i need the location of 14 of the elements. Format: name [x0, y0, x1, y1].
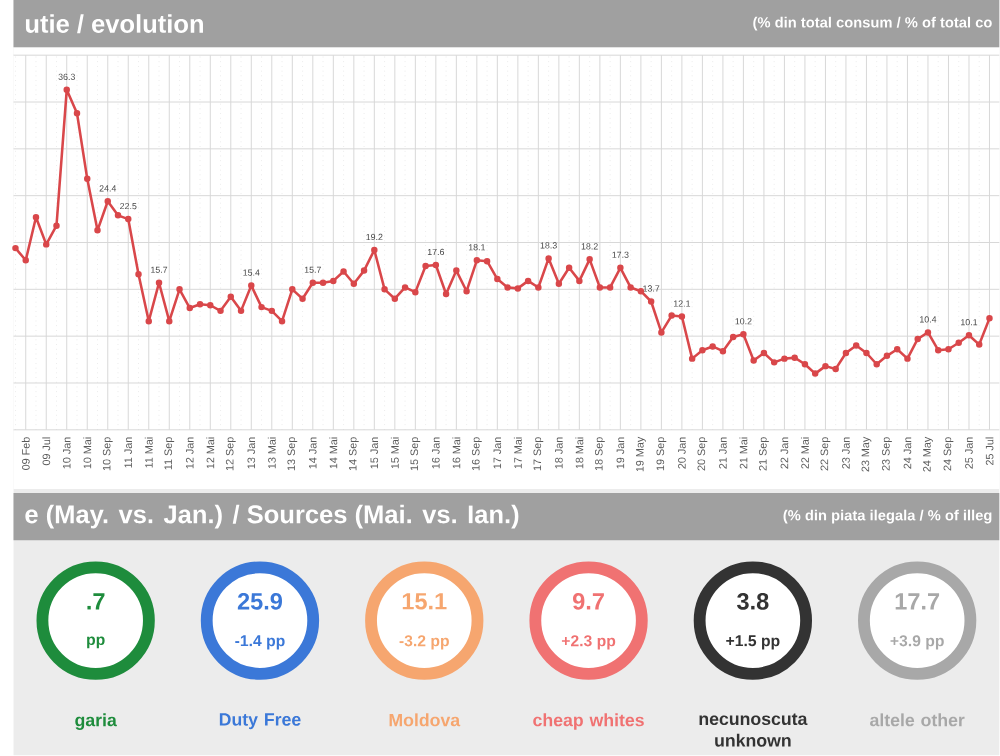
- category-label: necunoscuta unknown: [699, 713, 808, 748]
- text: e (May. vs. Jan.) / Sources (Mai. vs. Ian.): [25, 505, 519, 529]
- chart-title: utie / evolution: [25, 14, 203, 34]
- category-label: garia: [75, 713, 117, 731]
- text: 9.7: [573, 593, 604, 611]
- text: 17.7: [895, 593, 940, 610]
- text: 3.8: [737, 593, 769, 611]
- text: 25.9: [237, 593, 283, 611]
- category-label: cheap whites: [533, 713, 644, 731]
- text: 15.1: [402, 593, 447, 610]
- category-label: Moldova: [389, 713, 461, 727]
- text: .7: [87, 593, 105, 610]
- category-label: Duty Free: [219, 713, 301, 730]
- category-label: altele other: [870, 713, 965, 727]
